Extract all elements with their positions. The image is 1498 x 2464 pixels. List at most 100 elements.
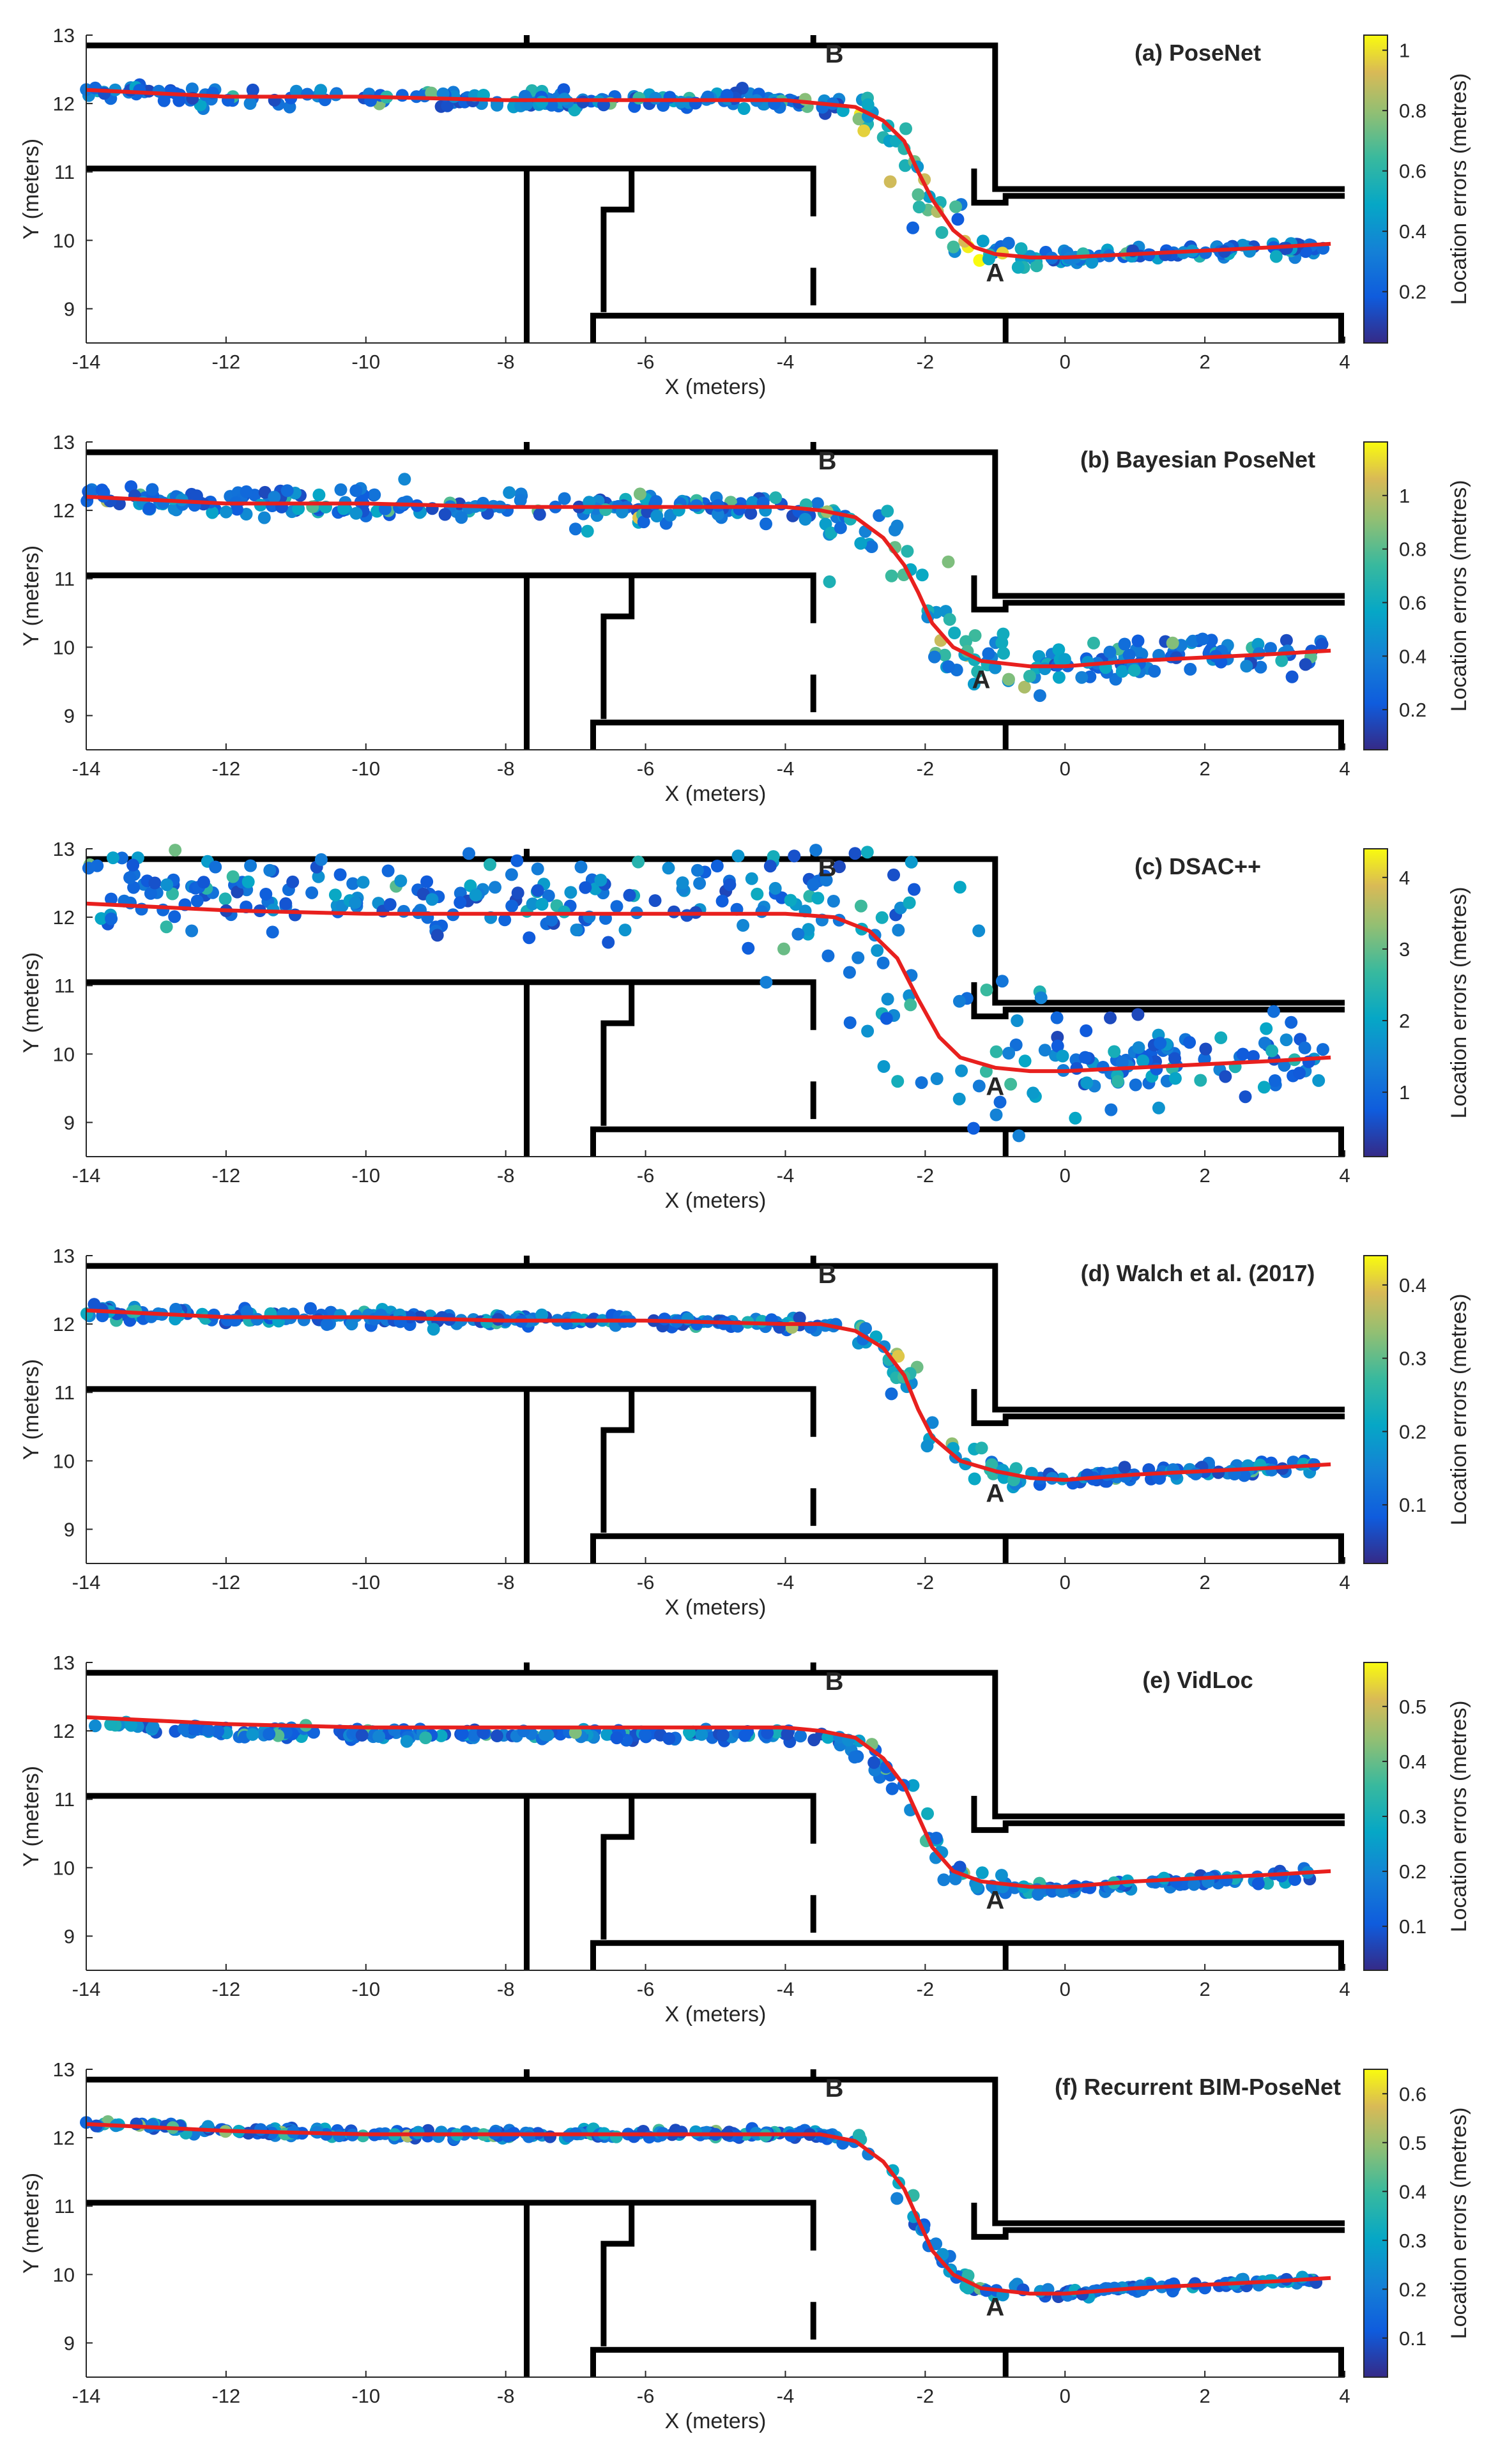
data-point [1078,1051,1092,1064]
x-tick-label: -12 [211,1571,240,1593]
data-point [557,83,570,96]
data-point [1129,1078,1142,1091]
data-point [320,1318,333,1331]
y-tick-label: 10 [53,1043,75,1065]
data-point [723,878,737,892]
data-point [263,1728,276,1741]
data-point [791,927,805,941]
data-point [807,878,820,892]
x-tick-label: -14 [72,351,101,373]
data-point [202,1724,215,1737]
data-point [484,858,496,871]
wall-line [590,1126,1344,1157]
x-tick-label: -14 [72,1571,101,1593]
data-point [731,849,745,863]
data-point [848,1751,861,1764]
data-point [218,892,232,906]
data-point [268,491,281,504]
y-tick-label: 12 [53,2127,75,2149]
data-point [755,905,768,918]
data-point [865,540,878,553]
data-point [905,855,918,869]
data-point [885,1782,899,1795]
data-point [807,1733,821,1747]
colorbar-tick-label: 0.4 [1399,1274,1426,1297]
data-point [883,175,897,188]
data-point [1316,1043,1329,1056]
colorbar-tick-label: 0.8 [1399,538,1426,561]
data-point [695,1728,708,1741]
x-tick-label: -8 [497,1978,515,2000]
wall-line [600,1388,635,1533]
ground-truth-line [86,494,1331,669]
data-point [558,492,571,505]
data-point [777,942,790,955]
panel-4: -14 -12 -10 -8 -6 -4 -2 0 2 4 9 10 11 12 13 X (meters) Y… [19,1652,1471,2027]
data-point [400,1735,413,1748]
ground-truth-line [86,87,1331,260]
data-point [901,545,914,558]
colorbar-tick-label: 0.3 [1399,1806,1426,1828]
data-point [148,876,162,890]
x-tick-label: -6 [637,1978,655,2000]
data-point [211,1724,225,1738]
x-axis-label: X (meters) [665,2409,767,2433]
data-point [157,94,171,107]
data-point [1285,1015,1298,1029]
data-point [880,1012,893,1025]
x-tick-label: -2 [917,757,935,780]
data-point [993,1095,1007,1109]
x-axis-label: X (meters) [665,782,767,806]
data-point [355,1728,369,1742]
data-point [177,1722,190,1735]
x-tick-label: -8 [497,2385,515,2407]
data-point [333,2129,346,2143]
data-point [861,98,875,111]
x-tick-label: -10 [351,2385,380,2407]
data-point [545,913,558,927]
data-point [867,1756,881,1769]
data-point [240,485,253,498]
data-point [240,1305,254,1318]
data-point [438,508,452,521]
colorbar-tick-label: 1 [1399,40,1410,62]
data-point [1108,1045,1121,1058]
colorbar-tick-label: 0.2 [1399,1860,1426,1883]
data-point [952,1092,966,1106]
x-tick-label: -4 [777,351,795,373]
colorbar-tick-label: 0.3 [1399,1348,1426,1370]
x-tick-label: -4 [777,757,795,780]
data-point [995,975,1009,988]
panel-title: (c) DSAC++ [1135,853,1261,879]
data-point [1118,1461,1131,1474]
wall-line [971,575,1345,612]
data-point [1131,1008,1145,1021]
data-point [246,1728,259,1741]
data-point [531,884,544,897]
data-point [314,84,328,97]
data-point [304,1302,317,1315]
data-point [668,905,680,918]
data-point [388,1723,401,1737]
data-point [231,503,243,516]
colorbar [1363,34,1388,344]
data-point [811,497,824,510]
data-point [1254,660,1267,674]
wall-line [86,165,816,217]
data-point [514,494,527,507]
x-tick-label: -10 [351,1164,380,1187]
wall-line [971,168,1345,206]
data-point [1198,1052,1211,1065]
data-point [967,1122,980,1135]
data-point [105,912,118,925]
data-point [168,910,181,924]
data-point [169,844,182,857]
data-point [737,102,751,115]
x-tick-label: -12 [211,2385,240,2407]
colorbar-tick-label: 0.1 [1399,2327,1426,2350]
data-point [250,1312,264,1326]
data-point [975,1441,988,1455]
data-point [1014,242,1028,255]
data-point [105,892,118,906]
data-point [314,853,328,866]
